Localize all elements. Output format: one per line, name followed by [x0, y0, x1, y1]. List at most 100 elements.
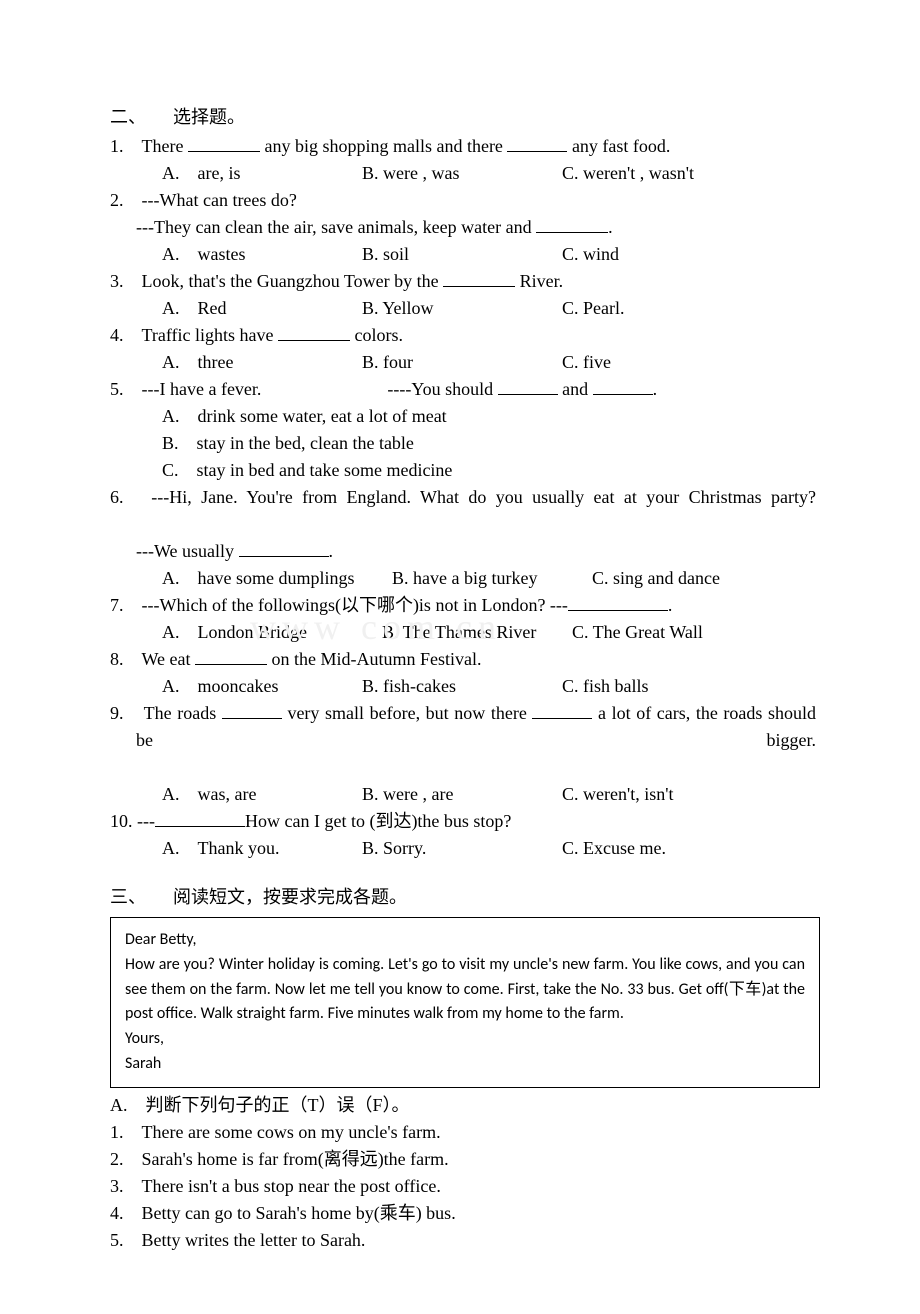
tf-header: A. 判断下列句子的正（T）误（F）。 — [110, 1092, 820, 1119]
q8-text-b: on the Mid-Autumn Festival. — [272, 649, 482, 669]
q9-choice-b[interactable]: B. were , are — [362, 781, 562, 808]
q1-blank-1[interactable] — [188, 133, 260, 152]
q10-blank[interactable] — [155, 808, 245, 827]
q1-text-c: any fast food. — [572, 136, 670, 156]
q9-blank-1[interactable] — [222, 700, 282, 719]
q9-choices: A. was, are B. were , are C. weren't, is… — [110, 781, 820, 808]
q2-line2: ---They can clean the air, save animals,… — [110, 214, 820, 241]
q10-text-b: How can I get to (到达)the bus stop? — [245, 811, 511, 831]
q10-choice-c[interactable]: C. Excuse me. — [562, 835, 762, 862]
q8-choice-b[interactable]: B. fish-cakes — [362, 673, 562, 700]
q6-choice-c[interactable]: C. sing and dance — [592, 565, 720, 592]
q7-choice-b[interactable]: B. The Thames River — [382, 619, 572, 646]
q9-choice-c[interactable]: C. weren't, isn't — [562, 781, 762, 808]
q3-choice-b[interactable]: B. Yellow — [362, 295, 562, 322]
q3-choices: A. Red B. Yellow C. Pearl. — [110, 295, 820, 322]
q10-stem: 10. --- How can I get to (到达)the bus stop… — [110, 808, 820, 835]
tf-1[interactable]: 1. There are some cows on my uncle's far… — [110, 1119, 820, 1146]
tf-4[interactable]: 4. Betty can go to Sarah's home by(乘车) b… — [110, 1200, 820, 1227]
q5-text-end: . — [653, 379, 658, 399]
q8-choice-c[interactable]: C. fish balls — [562, 673, 762, 700]
q6-text-end: . — [329, 541, 334, 561]
q9-blank-2[interactable] — [532, 700, 592, 719]
q1-choice-c[interactable]: C. weren't , wasn't — [562, 160, 762, 187]
q4-text-b: colors. — [355, 325, 404, 345]
letter-closing: Yours, — [125, 1027, 805, 1052]
q2-text-a: ---They can clean the air, save animals,… — [136, 217, 532, 237]
q5-choice-b[interactable]: B. stay in the bed, clean the table — [110, 430, 820, 457]
q1-blank-2[interactable] — [507, 133, 567, 152]
q6-text-a: ---We usually — [136, 541, 234, 561]
q6-line1: 6. ---Hi, Jane. You're from England. Wha… — [110, 484, 820, 538]
q2-choices: A. wastes B. soil C. wind — [110, 241, 820, 268]
q7-text-end: . — [668, 595, 673, 615]
q3-text-a: 3. Look, that's the Guangzhou Tower by t… — [110, 271, 439, 291]
q1-choice-a[interactable]: A. are, is — [162, 160, 362, 187]
letter-signature: Sarah — [125, 1052, 805, 1077]
worksheet-page: www com cn 二、 选择题。 1. There any big shop… — [0, 0, 920, 1314]
q3-choice-c[interactable]: C. Pearl. — [562, 295, 762, 322]
q10-choice-b[interactable]: B. Sorry. — [362, 835, 562, 862]
q5-choice-c[interactable]: C. stay in bed and take some medicine — [110, 457, 820, 484]
q1-text-a: 1. There — [110, 136, 183, 156]
q1-stem: 1. There any big shopping malls and ther… — [110, 133, 820, 160]
q4-text-a: 4. Traffic lights have — [110, 325, 274, 345]
q7-blank[interactable] — [568, 592, 668, 611]
q4-stem: 4. Traffic lights have colors. — [110, 322, 820, 349]
q3-stem: 3. Look, that's the Guangzhou Tower by t… — [110, 268, 820, 295]
tf-5[interactable]: 5. Betty writes the letter to Sarah. — [110, 1227, 820, 1254]
q10-choices: A. Thank you. B. Sorry. C. Excuse me. — [110, 835, 820, 862]
q1-choice-b[interactable]: B. were , was — [362, 160, 562, 187]
q4-blank[interactable] — [278, 322, 350, 341]
q6-blank[interactable] — [239, 538, 329, 557]
q1-choices: A. are, is B. were , was C. weren't , wa… — [110, 160, 820, 187]
q7-choices: A. London Bridge B. The Thames River C. … — [110, 619, 820, 646]
q5-text-mid: and — [562, 379, 588, 399]
section-2-header: 二、 选择题。 — [110, 104, 820, 131]
q4-choice-a[interactable]: A. three — [162, 349, 362, 376]
q5-stem: 5. ---I have a fever. ----You should and… — [110, 376, 820, 403]
q2-text-end: . — [608, 217, 613, 237]
q2-line1: 2. ---What can trees do? — [110, 187, 820, 214]
section-3-header: 三、 阅读短文，按要求完成各题。 — [110, 884, 820, 911]
q6-choices: A. have some dumplings B. have a big tur… — [110, 565, 820, 592]
q5-blank-1[interactable] — [498, 376, 558, 395]
q1-text-b: any big shopping malls and there — [264, 136, 502, 156]
q2-choice-a[interactable]: A. wastes — [162, 241, 362, 268]
q4-choice-c[interactable]: C. five — [562, 349, 762, 376]
q7-text: 7. ---Which of the followings(以下哪个)is no… — [110, 595, 568, 615]
q8-choices: A. mooncakes B. fish-cakes C. fish balls — [110, 673, 820, 700]
tf-2[interactable]: 2. Sarah's home is far from(离得远)the farm… — [110, 1146, 820, 1173]
q7-stem: 7. ---Which of the followings(以下哪个)is no… — [110, 592, 820, 619]
q5-blank-2[interactable] — [593, 376, 653, 395]
letter-greeting: Dear Betty, — [125, 928, 805, 953]
q5-choice-a[interactable]: A. drink some water, eat a lot of meat — [110, 403, 820, 430]
q3-blank[interactable] — [443, 268, 515, 287]
q3-choice-a[interactable]: A. Red — [162, 295, 362, 322]
q2-blank[interactable] — [536, 214, 608, 233]
q2-choice-b[interactable]: B. soil — [362, 241, 562, 268]
q2-choice-c[interactable]: C. wind — [562, 241, 762, 268]
q9-text-mid: very small before, but now there — [287, 703, 526, 723]
tf-3[interactable]: 3. There isn't a bus stop near the post … — [110, 1173, 820, 1200]
q8-text-a: 8. We eat — [110, 649, 191, 669]
q8-blank[interactable] — [195, 646, 267, 665]
letter-body: How are you? Winter holiday is coming. L… — [125, 953, 805, 1027]
q3-text-b: River. — [520, 271, 564, 291]
q4-choices: A. three B. four C. five — [110, 349, 820, 376]
q7-choice-c[interactable]: C. The Great Wall — [572, 619, 703, 646]
q6-line2: ---We usually . — [110, 538, 820, 565]
q4-choice-b[interactable]: B. four — [362, 349, 562, 376]
q9-choice-a[interactable]: A. was, are — [162, 781, 362, 808]
q9-stem: 9. The roads very small before, but now … — [110, 700, 820, 781]
q8-stem: 8. We eat on the Mid-Autumn Festival. — [110, 646, 820, 673]
q5-text-a: 5. ---I have a fever. ----You should — [110, 379, 493, 399]
q6-choice-a[interactable]: A. have some dumplings — [162, 565, 392, 592]
q6-choice-b[interactable]: B. have a big turkey — [392, 565, 592, 592]
q8-choice-a[interactable]: A. mooncakes — [162, 673, 362, 700]
q7-choice-a[interactable]: A. London Bridge — [162, 619, 382, 646]
reading-passage-box: Dear Betty, How are you? Winter holiday … — [110, 917, 820, 1088]
q10-text-a: 10. --- — [110, 811, 155, 831]
q9-text-a: 9. The roads — [110, 703, 216, 723]
q10-choice-a[interactable]: A. Thank you. — [162, 835, 362, 862]
